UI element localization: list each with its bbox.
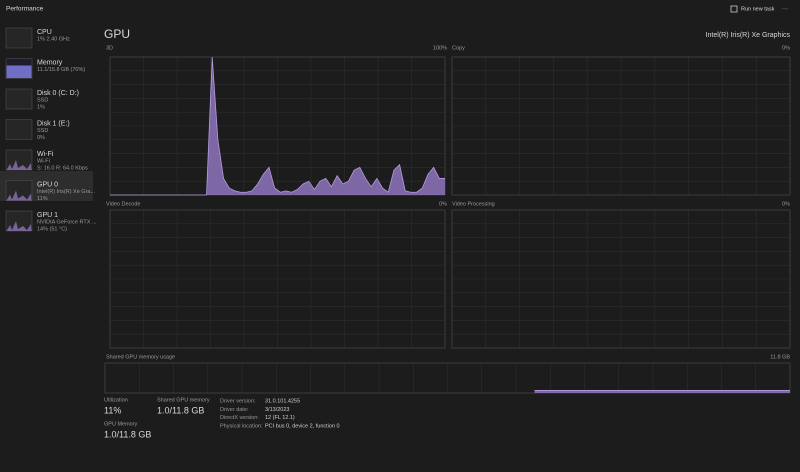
item-name: GPU 0	[37, 181, 58, 188]
usage-line	[110, 56, 445, 196]
item-detail: 11.1/15.8 GB (70%)	[37, 67, 85, 73]
more-button[interactable]: ···	[782, 7, 788, 13]
panel-max: 0%	[782, 201, 790, 207]
run-icon	[730, 5, 738, 13]
item-detail: S: 16.0 R: 64.0 Kbps	[37, 165, 88, 171]
item-detail: 11%	[37, 196, 48, 202]
stat-value: 1.0/11.8 GB	[157, 405, 204, 415]
thumbnail	[5, 88, 33, 110]
adapter-name: Intel(R) Iris(R) Xe Graphics	[706, 32, 791, 39]
thumbnail-graph	[6, 160, 32, 170]
item-name: CPU	[37, 29, 52, 36]
panel-label: Video Decode	[106, 201, 140, 207]
item-name: Wi-Fi	[37, 151, 54, 158]
info-value: 12 (FL 12.1)	[265, 415, 295, 421]
item-detail: Intel(R) Iris(R) Xe Gra...	[37, 189, 96, 195]
panel-max: 100%	[433, 45, 447, 51]
panel-border	[104, 362, 791, 394]
stat-label: GPU Memory	[104, 421, 138, 427]
stat-value: 11%	[104, 405, 121, 415]
info-value: PCI bus 0, device 2, function 0	[265, 423, 340, 429]
item-name: Disk 0 (C: D:)	[37, 90, 79, 97]
item-name: Disk 1 (E:)	[37, 120, 70, 127]
item-detail: 14% (51 °C)	[37, 226, 67, 232]
thumbnail-fill	[6, 65, 32, 78]
panel-label: Video Processing	[452, 201, 495, 207]
item-detail: 1%	[37, 104, 45, 110]
item-detail: Wi-Fi	[37, 158, 50, 164]
panel-max: 0%	[782, 45, 790, 51]
thumbnail	[5, 119, 33, 140]
thumbnail	[5, 27, 33, 49]
stat-label: Utilization	[104, 397, 128, 403]
panel-label: Shared GPU memory usage	[106, 354, 175, 360]
run-new-task[interactable]: Run new task	[741, 6, 775, 12]
info-label: Physical location:	[220, 423, 263, 429]
info-label: Driver date:	[220, 407, 249, 413]
item-detail: 1% 2.40 GHz	[37, 36, 70, 42]
usage-area	[534, 390, 790, 393]
info-value: 31.0.101.4255	[265, 398, 300, 404]
panel-label: Copy	[452, 45, 465, 51]
panel-border	[109, 209, 446, 349]
panel-border	[451, 209, 791, 349]
panel-max: 0%	[439, 201, 447, 207]
info-value: 3/13/2023	[265, 407, 289, 413]
panel-border	[451, 56, 791, 196]
panel-label: 3D	[106, 45, 113, 51]
stat-label: Shared GPU memory	[157, 397, 210, 403]
page-title: GPU	[104, 27, 130, 41]
window-title: Performance	[6, 6, 44, 13]
item-detail: 0%	[37, 135, 45, 141]
info-label: DirectX version:	[220, 415, 259, 421]
stat-value: 1.0/11.8 GB	[104, 429, 151, 439]
item-detail: SSD	[37, 128, 48, 134]
item-detail: SSD	[37, 97, 48, 103]
thumbnail-graph	[6, 221, 32, 231]
item-name: Memory	[37, 59, 63, 66]
thumbnail-graph	[6, 190, 32, 201]
panel-max: 11.8 GB	[770, 354, 790, 360]
item-detail: NVIDIA GeForce RTX ...	[37, 219, 97, 225]
item-name: GPU 1	[37, 212, 58, 219]
info-label: Driver version:	[220, 398, 256, 404]
